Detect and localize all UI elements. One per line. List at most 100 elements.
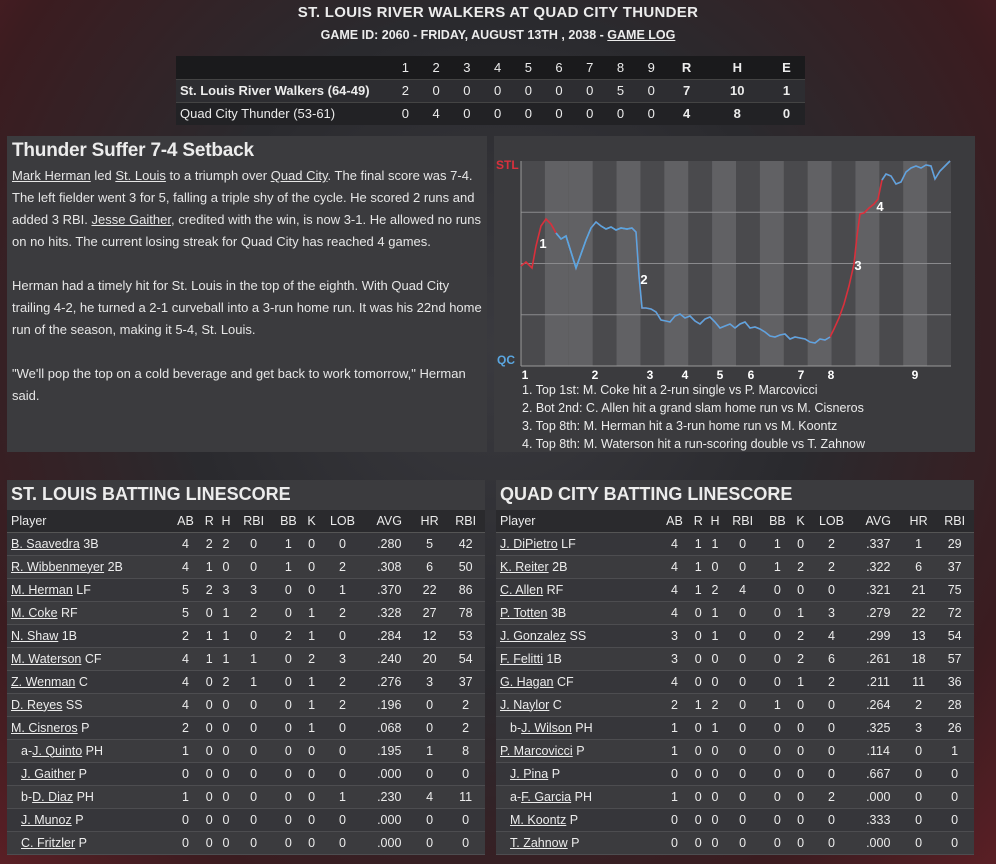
batting-col-header[interactable]: H [706, 510, 724, 533]
batting-stat: 1 [303, 670, 320, 694]
story-link[interactable]: Mark Herman [12, 168, 91, 183]
batting-row: N. Shaw 1B 2 1 1 0 2 1 0.284 12 53 [7, 624, 485, 648]
player-link[interactable]: T. Zahnow [510, 835, 568, 850]
batting-col-header[interactable]: RBI [723, 510, 762, 533]
batting-stat: 2 [200, 578, 218, 602]
batting-col-header[interactable]: HR [901, 510, 936, 533]
linescore-team-name[interactable]: St. Louis River Walkers (64-49) [176, 78, 390, 103]
player-link[interactable]: J. Naylor [500, 697, 550, 712]
batting-col-header[interactable]: RBI [935, 510, 974, 533]
player-link[interactable]: D. Diaz [32, 789, 74, 804]
player-link[interactable]: D. Reyes [11, 697, 63, 712]
batting-col-header[interactable]: R [689, 510, 707, 533]
player-link[interactable]: J. Gonzalez [500, 628, 567, 643]
player-link[interactable]: J. Gaither [21, 766, 76, 781]
qc-batting-title: QUAD CITY BATTING LINESCORE [500, 484, 793, 504]
batting-col-header[interactable]: RBI [234, 510, 273, 533]
batting-stat: 0 [723, 532, 762, 556]
batting-stat: 0 [761, 670, 793, 694]
batting-col-header[interactable]: H [217, 510, 235, 533]
batting-col-header[interactable]: BB [272, 510, 304, 533]
player-link[interactable]: F. Felitti [500, 651, 544, 666]
linescore-col-header: 6 [543, 56, 575, 79]
player-link[interactable]: Z. Wenman [11, 674, 76, 689]
batting-stat: 0 [272, 762, 304, 786]
batting-col-header[interactable]: AVG [365, 510, 413, 533]
batting-stat: 0 [200, 762, 218, 786]
batting-col-header[interactable]: Player [7, 510, 170, 533]
player-link[interactable]: M. Waterson [11, 651, 82, 666]
batting-stat: 1 [303, 716, 320, 740]
batting-col-header[interactable]: AB [170, 510, 201, 533]
player-link[interactable]: G. Hagan [500, 674, 554, 689]
batting-stat: 1 [319, 785, 366, 809]
game-log-link[interactable]: GAME LOG [607, 28, 676, 42]
player-position: P [75, 835, 87, 850]
graph-inning-label: 5 [717, 368, 724, 381]
batting-stat: 1 [659, 739, 690, 763]
batting-stat: 0 [792, 762, 809, 786]
batting-stat: 1 [303, 624, 320, 648]
player-link[interactable]: C. Fritzler [21, 835, 76, 850]
batting-stat: 0 [272, 601, 304, 625]
batting-col-header[interactable]: K [303, 510, 320, 533]
batting-col-header[interactable]: Player [496, 510, 659, 533]
batting-stat: 1 [659, 716, 690, 740]
batting-stat: 0 [792, 693, 809, 717]
batting-col-header[interactable]: BB [761, 510, 793, 533]
player-link[interactable]: M. Cisneros [11, 720, 78, 735]
batting-stat: 0 [170, 831, 201, 855]
player-link[interactable]: J. DiPietro [500, 536, 558, 551]
player-link[interactable]: J. Wilson [521, 720, 572, 735]
batting-stat: 0 [723, 785, 762, 809]
batting-stat: 0 [706, 831, 724, 855]
story-link[interactable]: St. Louis [115, 168, 166, 183]
batting-col-header[interactable]: AVG [854, 510, 902, 533]
player-link[interactable]: F. Garcia [521, 789, 572, 804]
linescore-inning-runs: 0 [574, 102, 606, 125]
story-link[interactable]: Quad City [270, 168, 328, 183]
batting-stat: .299 [854, 624, 902, 648]
batting-stat: 0 [808, 808, 855, 832]
player-link[interactable]: B. Saavedra [11, 536, 80, 551]
graph-inning-label: 8 [828, 368, 835, 381]
batting-stat: 0 [935, 785, 974, 809]
player-link[interactable]: M. Koontz [510, 812, 567, 827]
player-link[interactable]: N. Shaw [11, 628, 59, 643]
batting-col-header[interactable]: AB [659, 510, 690, 533]
linescore-team-name[interactable]: Quad City Thunder (53-61) [176, 102, 390, 125]
batting-col-header[interactable]: HR [412, 510, 447, 533]
player-link[interactable]: J. Munoz [21, 812, 72, 827]
batting-stat: 4 [170, 670, 201, 694]
story-link[interactable]: Jesse Gaither [91, 212, 172, 227]
player-link[interactable]: K. Reiter [500, 559, 549, 574]
player-link[interactable]: C. Allen [500, 582, 544, 597]
batting-col-header[interactable]: RBI [446, 510, 485, 533]
player-link[interactable]: J. Quinto [32, 743, 83, 758]
batting-stat: 2 [706, 693, 724, 717]
graph-qc-line [555, 227, 592, 271]
batting-col-header[interactable]: R [200, 510, 218, 533]
batting-col-header[interactable]: LOB [808, 510, 855, 533]
player-position: CF [553, 674, 574, 689]
player-link[interactable]: P. Marcovicci [500, 743, 573, 758]
graph-inning-label: 6 [748, 368, 755, 381]
batting-stat: 1 [200, 647, 218, 671]
batting-stat: 0 [689, 647, 707, 671]
player-link[interactable]: M. Coke [11, 605, 58, 620]
batting-stat: 0 [792, 578, 809, 602]
batting-col-header[interactable]: K [792, 510, 809, 533]
batting-stat: 0 [706, 785, 724, 809]
batting-stat: 0 [901, 831, 936, 855]
player-link[interactable]: M. Herman [11, 582, 73, 597]
batting-stat: .114 [854, 739, 902, 763]
graph-event-marker: 3 [854, 258, 861, 273]
player-link[interactable]: J. Pina [510, 766, 549, 781]
batting-stat: 4 [170, 647, 201, 671]
player-link[interactable]: P. Totten [500, 605, 548, 620]
batting-stat: 4 [170, 532, 201, 556]
batting-col-header[interactable]: LOB [319, 510, 366, 533]
player-link[interactable]: R. Wibbenmeyer [11, 559, 105, 574]
batting-player-cell: a-F. Garcia PH [496, 785, 659, 809]
